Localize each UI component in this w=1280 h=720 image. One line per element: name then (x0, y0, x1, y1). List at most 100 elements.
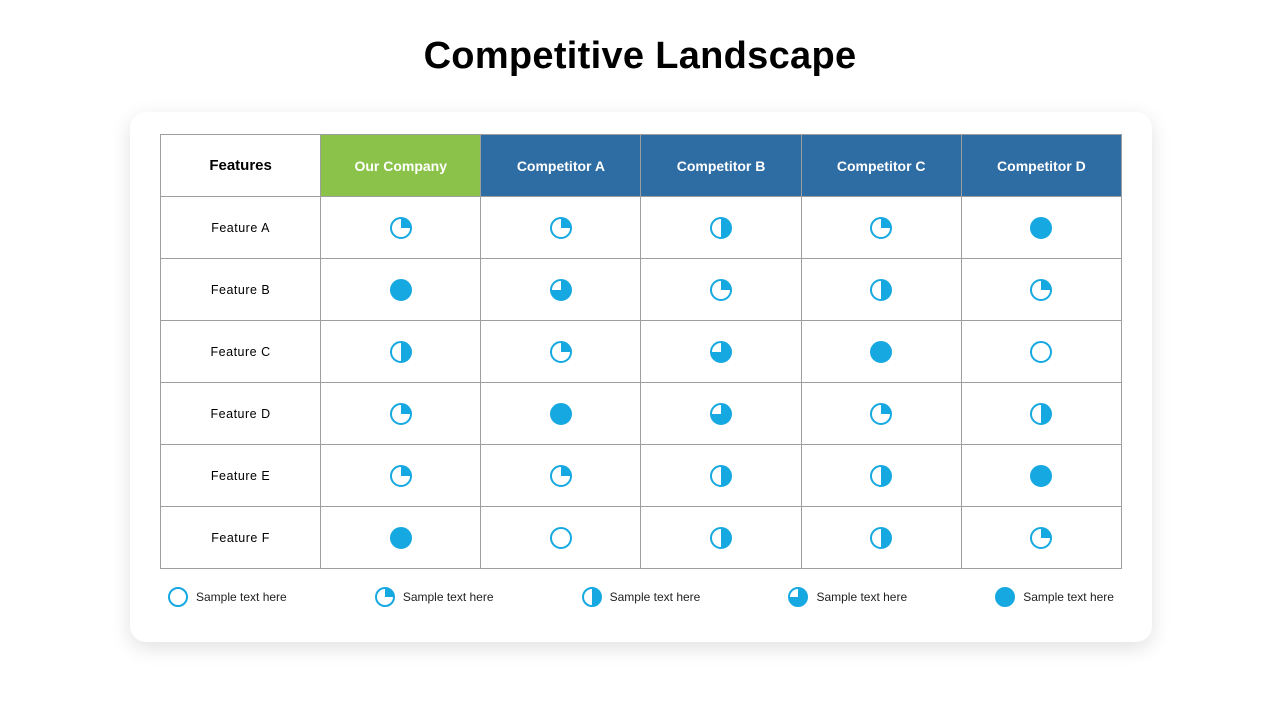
value-cell (321, 507, 481, 569)
feature-label: Feature E (161, 445, 321, 507)
pie-icon (321, 197, 480, 258)
pie-icon (321, 445, 480, 506)
pie-icon (641, 445, 800, 506)
value-cell (961, 321, 1121, 383)
legend-label: Sample text here (403, 590, 494, 604)
header-row: Features Our Company Competitor A Compet… (161, 135, 1122, 197)
col-header-comp-d: Competitor D (961, 135, 1121, 197)
table-row: Feature F (161, 507, 1122, 569)
value-cell (481, 445, 641, 507)
legend-item: Sample text here (995, 587, 1114, 607)
pie-icon (481, 321, 640, 382)
pie-icon (802, 321, 961, 382)
legend-item: Sample text here (582, 587, 701, 607)
value-cell (641, 259, 801, 321)
table-body: Feature A Feature B Feature C (161, 197, 1122, 569)
value-cell (321, 445, 481, 507)
value-cell (481, 507, 641, 569)
value-cell (321, 321, 481, 383)
pie-icon (962, 445, 1121, 506)
comparison-card: Features Our Company Competitor A Compet… (130, 112, 1152, 642)
table-row: Feature C (161, 321, 1122, 383)
value-cell (801, 259, 961, 321)
value-cell (801, 197, 961, 259)
feature-label: Feature D (161, 383, 321, 445)
col-header-features: Features (161, 135, 321, 197)
pie-icon (321, 507, 480, 568)
table-row: Feature A (161, 197, 1122, 259)
col-header-ours: Our Company (321, 135, 481, 197)
value-cell (641, 507, 801, 569)
value-cell (321, 259, 481, 321)
pie-icon (481, 445, 640, 506)
col-header-comp-a: Competitor A (481, 135, 641, 197)
value-cell (481, 321, 641, 383)
value-cell (801, 321, 961, 383)
value-cell (801, 445, 961, 507)
value-cell (961, 197, 1121, 259)
value-cell (961, 259, 1121, 321)
pie-icon (481, 259, 640, 320)
feature-label: Feature A (161, 197, 321, 259)
legend-item: Sample text here (168, 587, 287, 607)
value-cell (961, 445, 1121, 507)
legend-item: Sample text here (375, 587, 494, 607)
pie-icon (641, 383, 800, 444)
value-cell (321, 197, 481, 259)
value-cell (481, 383, 641, 445)
pie-icon (641, 259, 800, 320)
value-cell (801, 507, 961, 569)
pie-icon (481, 383, 640, 444)
comparison-table: Features Our Company Competitor A Compet… (160, 134, 1122, 569)
pie-icon (962, 259, 1121, 320)
pie-icon (321, 321, 480, 382)
table-head: Features Our Company Competitor A Compet… (161, 135, 1122, 197)
table-row: Feature D (161, 383, 1122, 445)
pie-icon (962, 197, 1121, 258)
pie-icon (321, 259, 480, 320)
value-cell (641, 197, 801, 259)
value-cell (961, 507, 1121, 569)
value-cell (641, 383, 801, 445)
legend-label: Sample text here (610, 590, 701, 604)
feature-label: Feature B (161, 259, 321, 321)
pie-icon (962, 507, 1121, 568)
pie-icon (802, 507, 961, 568)
pie-icon (962, 321, 1121, 382)
pie-icon (321, 383, 480, 444)
feature-label: Feature F (161, 507, 321, 569)
value-cell (961, 383, 1121, 445)
legend-label: Sample text here (816, 590, 907, 604)
pie-icon (641, 321, 800, 382)
pie-icon (802, 259, 961, 320)
pie-icon (802, 197, 961, 258)
pie-icon (802, 383, 961, 444)
pie-icon (641, 197, 800, 258)
pie-icon (481, 197, 640, 258)
pie-icon (802, 445, 961, 506)
col-header-comp-b: Competitor B (641, 135, 801, 197)
legend-label: Sample text here (1023, 590, 1114, 604)
legend: Sample text here Sample text here Sample… (160, 587, 1122, 607)
pie-icon (962, 383, 1121, 444)
feature-label: Feature C (161, 321, 321, 383)
legend-pie-icon (788, 587, 808, 607)
page-title: Competitive Landscape (0, 0, 1280, 78)
legend-pie-icon (375, 587, 395, 607)
pie-icon (481, 507, 640, 568)
table-row: Feature B (161, 259, 1122, 321)
table-row: Feature E (161, 445, 1122, 507)
legend-label: Sample text here (196, 590, 287, 604)
value-cell (641, 321, 801, 383)
pie-icon (641, 507, 800, 568)
legend-pie-icon (168, 587, 188, 607)
legend-pie-icon (995, 587, 1015, 607)
value-cell (641, 445, 801, 507)
value-cell (801, 383, 961, 445)
col-header-comp-c: Competitor C (801, 135, 961, 197)
legend-item: Sample text here (788, 587, 907, 607)
value-cell (481, 197, 641, 259)
value-cell (321, 383, 481, 445)
legend-pie-icon (582, 587, 602, 607)
value-cell (481, 259, 641, 321)
